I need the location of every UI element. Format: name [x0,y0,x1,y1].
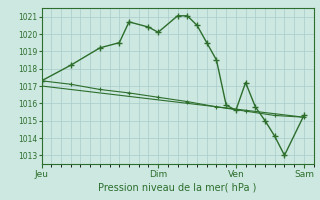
X-axis label: Pression niveau de la mer( hPa ): Pression niveau de la mer( hPa ) [99,183,257,193]
